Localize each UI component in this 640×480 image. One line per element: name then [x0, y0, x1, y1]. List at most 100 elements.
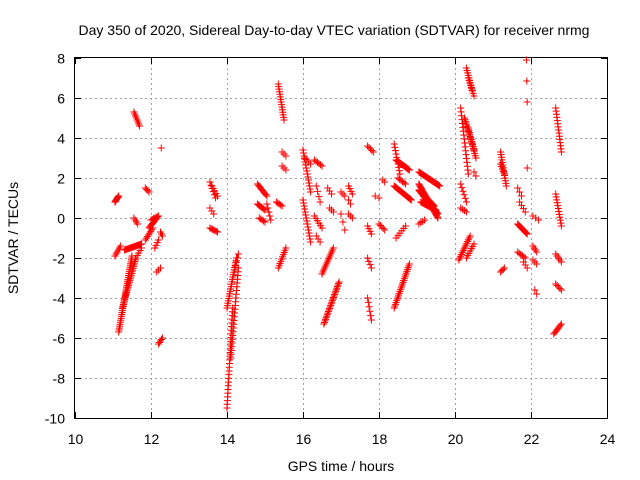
data-point [393, 297, 401, 305]
data-point [114, 193, 122, 201]
data-point [335, 280, 343, 288]
data-point [316, 161, 324, 169]
data-point [299, 146, 307, 154]
data-point [158, 232, 166, 240]
data-point [233, 258, 240, 266]
data-point [206, 178, 214, 186]
data-point [535, 216, 543, 224]
data-point [301, 208, 309, 216]
data-point [516, 198, 524, 206]
data-point [321, 317, 329, 325]
data-point [523, 230, 531, 238]
data-point [405, 260, 413, 268]
data-point [462, 208, 470, 216]
data-point [316, 238, 324, 246]
data-point [117, 242, 125, 250]
data-point [395, 291, 403, 299]
data-point [521, 261, 529, 269]
data-point [326, 304, 334, 312]
data-point [457, 180, 465, 188]
data-point [326, 187, 334, 195]
data-point [472, 172, 480, 180]
data-point [314, 235, 322, 243]
y-tick-label: 8 [57, 51, 65, 67]
data-point [329, 208, 337, 216]
data-point [421, 216, 429, 224]
data-point [403, 267, 411, 275]
data-point [341, 192, 349, 200]
data-point [303, 217, 311, 225]
data-point [115, 192, 123, 200]
data-point [266, 212, 274, 220]
data-point [206, 204, 214, 212]
data-point [402, 269, 410, 277]
data-point [462, 198, 470, 206]
data-point [304, 176, 312, 184]
data-point [282, 244, 290, 252]
data-point [348, 214, 356, 222]
data-point [320, 318, 328, 326]
data-point [521, 254, 529, 262]
plot-frame [74, 57, 608, 419]
grid [75, 58, 607, 418]
data-point [405, 166, 413, 174]
y-tick-label: -10 [45, 411, 65, 427]
data-point [324, 308, 332, 316]
data-point [302, 161, 310, 169]
data-point [470, 168, 478, 176]
data-point [299, 196, 307, 204]
data-point [556, 285, 564, 292]
data-point [337, 210, 345, 218]
data-point [391, 302, 399, 310]
data-point [312, 182, 320, 190]
data-point [262, 191, 270, 199]
data-point [339, 218, 347, 226]
data-point [333, 284, 341, 292]
data-point [208, 207, 216, 215]
data-point [371, 192, 379, 200]
data-point [554, 205, 562, 213]
data-point [155, 236, 163, 244]
data-point [302, 164, 310, 172]
data-point [322, 314, 330, 322]
x-axis-label: GPS time / hours [288, 458, 395, 474]
data-point [263, 200, 271, 208]
data-point [334, 281, 342, 289]
data-point [305, 179, 313, 187]
data-point [136, 122, 144, 130]
data-point [458, 184, 466, 192]
data-point [365, 144, 373, 151]
data-point [232, 262, 240, 270]
data-point [514, 184, 522, 192]
data-point [365, 303, 373, 311]
data-point [157, 144, 165, 152]
data-point [470, 92, 478, 100]
data-point [533, 260, 541, 268]
data-point [320, 320, 328, 328]
data-point [499, 265, 507, 273]
data-point [555, 283, 563, 291]
data-point [429, 200, 437, 208]
data-point [318, 224, 326, 232]
data-point [332, 287, 340, 295]
data-point [157, 336, 165, 343]
data-point [314, 187, 322, 195]
data-point [521, 228, 529, 236]
data-point [302, 211, 310, 219]
data-point [523, 98, 531, 106]
y-tick-label: -6 [53, 331, 66, 347]
data-point [552, 280, 560, 288]
data-point [330, 292, 338, 300]
data-point [231, 266, 239, 274]
y-tick-label: 6 [57, 91, 65, 107]
data-point [332, 286, 340, 294]
data-point [390, 304, 398, 312]
data-point [399, 278, 407, 286]
data-point [306, 182, 314, 190]
data-point [405, 165, 413, 173]
data-point [366, 307, 374, 315]
data-point [345, 196, 353, 204]
data-point [381, 178, 389, 186]
data-point [305, 229, 313, 237]
